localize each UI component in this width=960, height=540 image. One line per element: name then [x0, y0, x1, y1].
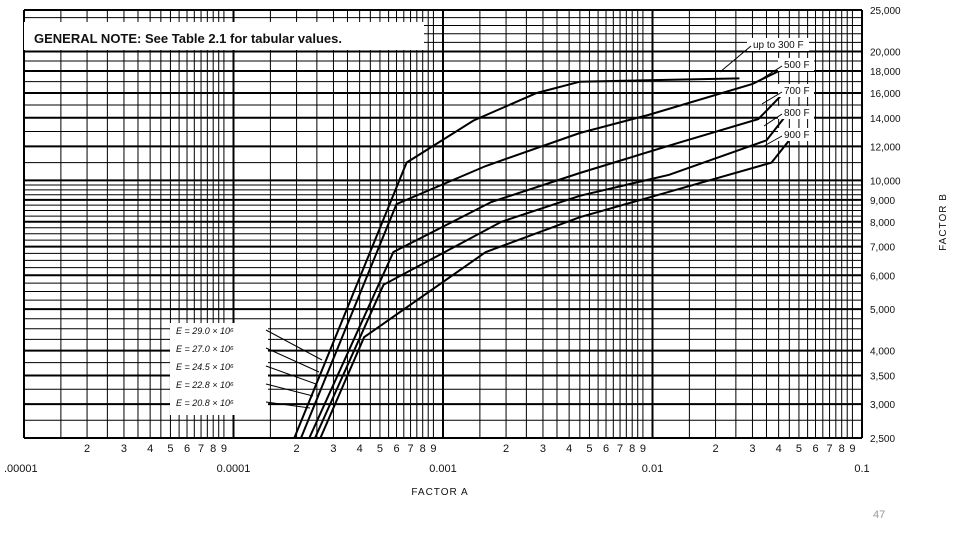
- y-tick-label: 18,000: [870, 67, 901, 78]
- y-tick-label: 3,000: [870, 400, 895, 411]
- x-minor-tick-label: 2: [713, 443, 719, 455]
- y-tick-label: 7,000: [870, 243, 895, 254]
- chart-labels: 2,500 3,000 3,500 4,000 5,000 6,000 7,000 8,000…: [4, 6, 901, 475]
- e-leader: [265, 383, 314, 397]
- e-label-1: E = 27.0 × 10⁶: [176, 344, 234, 354]
- x-minor-tick-label: 9: [430, 443, 436, 455]
- temp-label-bg: [778, 84, 814, 97]
- x-minor-tick-label: 9: [221, 443, 227, 455]
- e-leader: [265, 329, 323, 361]
- temp-label-0: up to 300 F: [753, 40, 804, 51]
- x-minor-tick-label: 8: [629, 443, 635, 455]
- x-minor-tick-label: 6: [603, 443, 609, 455]
- x-minor-tick-label: 7: [826, 443, 832, 455]
- y-tick-label: 25,000: [870, 6, 901, 17]
- series-line-0: [293, 77, 740, 439]
- temp-label-bg: [778, 58, 814, 71]
- x-major-tick-label: .00001: [4, 463, 38, 475]
- x-minor-tick-label: 5: [796, 443, 802, 455]
- page-number: 47: [873, 509, 886, 521]
- x-minor-tick-label: 3: [749, 443, 755, 455]
- e-label-box: [170, 323, 268, 415]
- e-label-4: E = 20.8 × 10⁶: [176, 398, 234, 408]
- x-minor-tick-label: 8: [420, 443, 426, 455]
- x-minor-tick-label: 4: [357, 443, 363, 455]
- temp-leader: [759, 65, 783, 81]
- x-minor-tick-label: 8: [839, 443, 845, 455]
- x-minor-tick-label: 5: [167, 443, 173, 455]
- x-minor-tick-label: 5: [586, 443, 592, 455]
- x-minor-tick-label: 4: [566, 443, 572, 455]
- x-minor-tick-label: 9: [640, 443, 646, 455]
- y-tick-label: 6,000: [870, 271, 895, 282]
- series-line-2: [308, 86, 791, 439]
- e-leader: [265, 365, 317, 385]
- x-minor-tick-label: 3: [540, 443, 546, 455]
- x-minor-tick-label: 6: [393, 443, 399, 455]
- y-tick-label: 2,500: [870, 434, 895, 445]
- temp-label-2: 700 F: [784, 86, 810, 97]
- y-tick-label: 3,500: [870, 371, 895, 382]
- x-minor-tick-label: 2: [294, 443, 300, 455]
- e-leader: [265, 347, 320, 373]
- series-line-4: [319, 139, 791, 439]
- x-major-tick-label: 0.001: [429, 463, 457, 475]
- y-tick-label: 8,000: [870, 218, 895, 229]
- temp-label-1: 500 F: [784, 60, 810, 71]
- y-tick-label: 14,000: [870, 114, 901, 125]
- x-minor-tick-label: 4: [776, 443, 782, 455]
- x-major-tick-label: 0.1: [854, 463, 869, 475]
- x-minor-tick-label: 7: [617, 443, 623, 455]
- x-minor-tick-label: 6: [812, 443, 818, 455]
- e-leader: [265, 401, 311, 409]
- temp-leader: [763, 113, 783, 127]
- x-minor-tick-label: 3: [330, 443, 336, 455]
- x-axis-title: FACTOR A: [411, 487, 468, 498]
- y-tick-label: 4,000: [870, 347, 895, 358]
- y-axis-title: FACTOR B: [938, 193, 949, 251]
- x-minor-tick-label: 5: [377, 443, 383, 455]
- temp-leader: [763, 135, 783, 147]
- general-note: GENERAL NOTE: See Table 2.1 for tabular …: [34, 31, 342, 46]
- x-minor-tick-label: 3: [121, 443, 127, 455]
- x-minor-tick-label: 6: [184, 443, 190, 455]
- general-note-box: [24, 22, 424, 50]
- chart-curves: [293, 65, 791, 439]
- e-label-0: E = 29.0 × 10⁶: [176, 326, 234, 336]
- x-minor-tick-label: 8: [210, 443, 216, 455]
- y-tick-label: 12,000: [870, 142, 901, 153]
- x-major-tick-label: 0.01: [642, 463, 663, 475]
- e-label-3: E = 22.8 × 10⁶: [176, 380, 234, 390]
- temp-label-bg: [747, 38, 809, 51]
- chart-grid: [23, 9, 863, 439]
- e-label-2: E = 24.5 × 10⁶: [176, 362, 234, 372]
- y-tick-label: 9,000: [870, 196, 895, 207]
- series-line-1: [300, 65, 790, 439]
- temp-label-4: 900 F: [784, 130, 810, 141]
- x-minor-tick-label: 2: [503, 443, 509, 455]
- y-tick-label: 20,000: [870, 47, 901, 58]
- x-major-tick-label: 0.0001: [217, 463, 251, 475]
- series-line-3: [314, 110, 791, 439]
- temp-label-bg: [778, 128, 814, 141]
- x-minor-tick-label: 7: [407, 443, 413, 455]
- y-tick-label: 5,000: [870, 305, 895, 316]
- y-tick-label: 10,000: [870, 176, 901, 187]
- temp-label-bg: [778, 106, 814, 119]
- x-minor-tick-label: 7: [198, 443, 204, 455]
- temp-label-3: 800 F: [784, 108, 810, 119]
- x-minor-tick-label: 2: [84, 443, 90, 455]
- y-tick-label: 16,000: [870, 89, 901, 100]
- temp-leader: [719, 45, 752, 73]
- x-minor-tick-label: 4: [147, 443, 153, 455]
- temp-leader: [761, 91, 783, 105]
- x-minor-tick-label: 9: [849, 443, 855, 455]
